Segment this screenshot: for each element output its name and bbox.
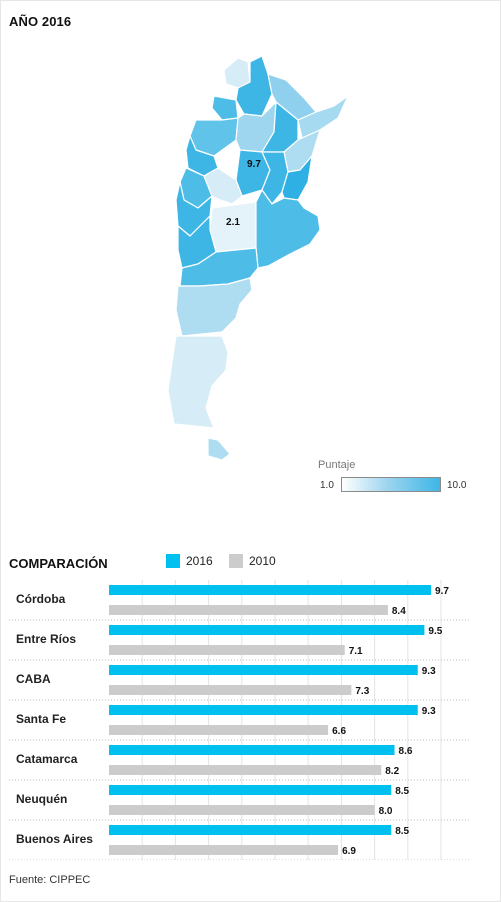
legend-title: Puntaje bbox=[318, 459, 356, 471]
category-label: Neuquén bbox=[16, 792, 67, 806]
bar-2016 bbox=[109, 585, 432, 595]
value-label-2010: 7.1 bbox=[349, 646, 363, 657]
province-santafe[interactable] bbox=[261, 151, 289, 205]
value-label-2016: 8.5 bbox=[395, 826, 409, 837]
province-santacruz[interactable] bbox=[167, 335, 229, 429]
argentina-map: 9.7 2.1 bbox=[167, 55, 349, 461]
province-tierradelfuego[interactable] bbox=[207, 437, 231, 461]
bar-2010 bbox=[109, 845, 339, 855]
bar-2016 bbox=[109, 825, 392, 835]
category-label: Santa Fe bbox=[16, 712, 66, 726]
bar-2010 bbox=[109, 765, 382, 775]
bar-2016 bbox=[109, 705, 418, 715]
value-label-2016: 9.5 bbox=[428, 626, 442, 637]
value-label-2010: 6.9 bbox=[342, 846, 356, 857]
bar-2016 bbox=[109, 665, 418, 675]
province-buenosaires[interactable] bbox=[255, 189, 321, 269]
map-title: AÑO 2016 bbox=[9, 14, 72, 29]
value-label-2016: 9.7 bbox=[435, 586, 449, 597]
bar-2016 bbox=[109, 785, 392, 795]
legend-gradient bbox=[341, 477, 441, 492]
bar-2010 bbox=[109, 685, 352, 695]
legend-label-2016: 2016 bbox=[186, 554, 213, 568]
comparison-bar-chart: Córdoba 9.7 8.4 Entre Ríos 9.5 7.1 CABA 9.3 7.3 S… bbox=[9, 580, 470, 860]
legend-swatch-2010 bbox=[229, 554, 243, 568]
bar-2010 bbox=[109, 605, 388, 615]
bar-2016 bbox=[109, 745, 395, 755]
legend-2016: 2016 bbox=[166, 553, 213, 569]
map-label-cordoba: 9.7 bbox=[247, 159, 261, 170]
value-label-2016: 9.3 bbox=[422, 666, 436, 677]
category-label: Entre Ríos bbox=[16, 632, 76, 646]
value-label-2010: 8.4 bbox=[392, 606, 406, 617]
province-entrerios[interactable] bbox=[281, 155, 313, 201]
value-label-2010: 8.0 bbox=[379, 806, 393, 817]
map-label-lapampa: 2.1 bbox=[226, 217, 240, 228]
bar-2010 bbox=[109, 645, 345, 655]
value-label-2010: 8.2 bbox=[385, 766, 399, 777]
legend-min: 1.0 bbox=[320, 480, 334, 491]
legend-swatch-2016 bbox=[166, 554, 180, 568]
source-note: Fuente: CIPPEC bbox=[9, 874, 91, 886]
legend-label-2010: 2010 bbox=[249, 554, 276, 568]
category-label: Córdoba bbox=[16, 592, 66, 606]
category-label: CABA bbox=[16, 672, 51, 686]
value-label-2016: 8.5 bbox=[395, 786, 409, 797]
bar-2010 bbox=[109, 805, 375, 815]
legend-2010: 2010 bbox=[229, 553, 276, 569]
legend-max: 10.0 bbox=[447, 480, 467, 491]
value-label-2010: 6.6 bbox=[332, 726, 346, 737]
bar-2010 bbox=[109, 725, 329, 735]
province-sanluis[interactable] bbox=[203, 167, 243, 205]
province-tucuman[interactable] bbox=[211, 95, 239, 121]
value-label-2010: 7.3 bbox=[355, 686, 369, 697]
value-label-2016: 8.6 bbox=[399, 746, 413, 757]
province-chubut[interactable] bbox=[175, 277, 253, 337]
comparison-title: COMPARACIÓN bbox=[9, 556, 108, 571]
bar-2016 bbox=[109, 625, 425, 635]
category-label: Catamarca bbox=[16, 752, 78, 766]
value-label-2016: 9.3 bbox=[422, 706, 436, 717]
category-label: Buenos Aires bbox=[16, 832, 93, 846]
